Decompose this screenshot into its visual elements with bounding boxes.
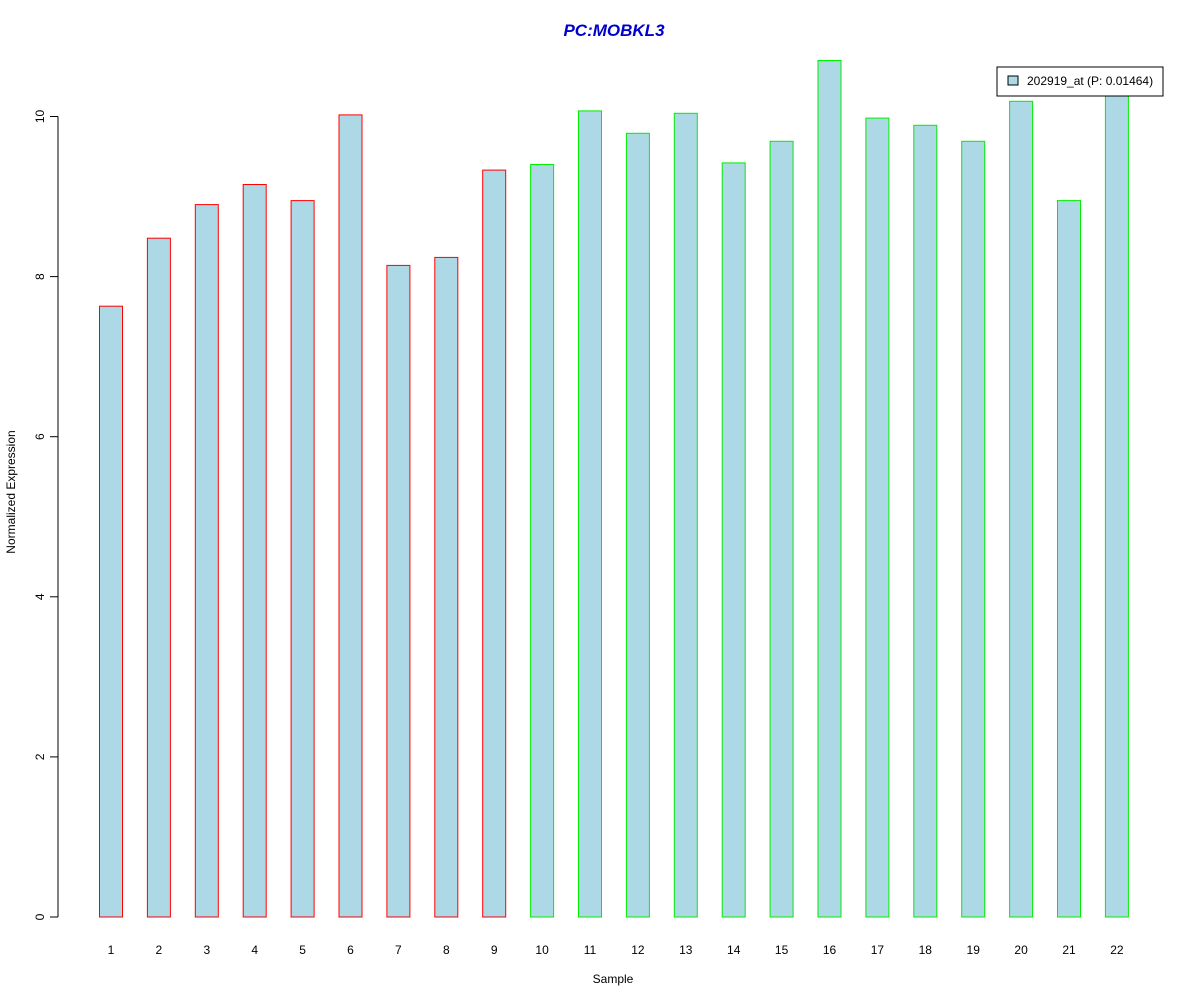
bar-sample-20 xyxy=(1009,100,1034,918)
chart-title: PC:MOBKL3 xyxy=(563,21,665,40)
y-axis: 0 2 4 6 8 10 xyxy=(33,110,59,920)
bar-sample-7 xyxy=(386,264,411,918)
bar-sample-18 xyxy=(913,124,938,918)
y-tick-label: 8 xyxy=(33,273,47,280)
bar-sample-19 xyxy=(961,140,986,918)
x-tick-label: 4 xyxy=(251,943,258,957)
legend-entry: 202919_at (P: 0.01464) xyxy=(1027,74,1153,88)
x-tick-labels: 1 2 3 4 5 6 7 8 9 10 11 12 13 14 15 16 17 18 19 20 21 22 xyxy=(108,943,1124,957)
x-tick-label: 3 xyxy=(203,943,210,957)
x-tick-label: 8 xyxy=(443,943,450,957)
y-tick-label: 2 xyxy=(33,753,47,760)
x-tick-label: 18 xyxy=(919,943,933,957)
x-tick-label: 15 xyxy=(775,943,789,957)
x-tick-label: 11 xyxy=(584,943,597,957)
x-tick-label: 19 xyxy=(967,943,981,957)
legend: 202919_at (P: 0.01464) xyxy=(996,66,1164,97)
bar-sample-8 xyxy=(434,256,459,918)
x-tick-label: 21 xyxy=(1062,943,1076,957)
x-tick-label: 7 xyxy=(395,943,402,957)
x-axis-label: Sample xyxy=(593,972,634,986)
bar-sample-4 xyxy=(242,184,267,918)
bar-sample-2 xyxy=(146,237,171,918)
x-tick-label: 16 xyxy=(823,943,837,957)
bar-sample-21 xyxy=(1057,200,1081,918)
legend-swatch xyxy=(1007,75,1019,86)
y-axis-label: Normalized Expression xyxy=(4,430,18,553)
legend-box xyxy=(996,66,1164,97)
x-tick-label: 6 xyxy=(347,943,354,957)
bar-sample-13 xyxy=(673,112,698,918)
y-tick-label: 6 xyxy=(33,433,47,440)
bar-sample-15 xyxy=(769,140,794,918)
bar-sample-22 xyxy=(1104,88,1129,918)
bar-sample-3 xyxy=(194,204,219,918)
bars-group xyxy=(99,60,1129,918)
bar-sample-11 xyxy=(578,110,602,918)
x-tick-label: 13 xyxy=(679,943,693,957)
x-tick-label: 5 xyxy=(299,943,306,957)
y-tick-label: 4 xyxy=(33,593,47,600)
x-tick-label: 12 xyxy=(631,943,645,957)
x-tick-label: 2 xyxy=(156,943,163,957)
bar-sample-12 xyxy=(625,132,650,918)
x-tick-label: 9 xyxy=(491,943,498,957)
bar-sample-5 xyxy=(290,200,315,918)
x-tick-label: 20 xyxy=(1014,943,1028,957)
bar-sample-6 xyxy=(338,114,363,918)
bar-sample-14 xyxy=(721,162,746,918)
x-tick-label: 1 xyxy=(108,943,115,957)
x-tick-label: 22 xyxy=(1110,943,1124,957)
y-tick-label: 0 xyxy=(33,913,47,920)
x-tick-label: 17 xyxy=(871,943,885,957)
bar-sample-9 xyxy=(482,169,507,918)
bar-sample-10 xyxy=(530,164,555,918)
x-tick-label: 10 xyxy=(535,943,549,957)
x-tick-label: 14 xyxy=(727,943,741,957)
bar-sample-16 xyxy=(817,60,842,918)
y-tick-label: 10 xyxy=(33,110,47,124)
bar-sample-1 xyxy=(99,305,123,918)
bar-sample-17 xyxy=(865,117,890,918)
